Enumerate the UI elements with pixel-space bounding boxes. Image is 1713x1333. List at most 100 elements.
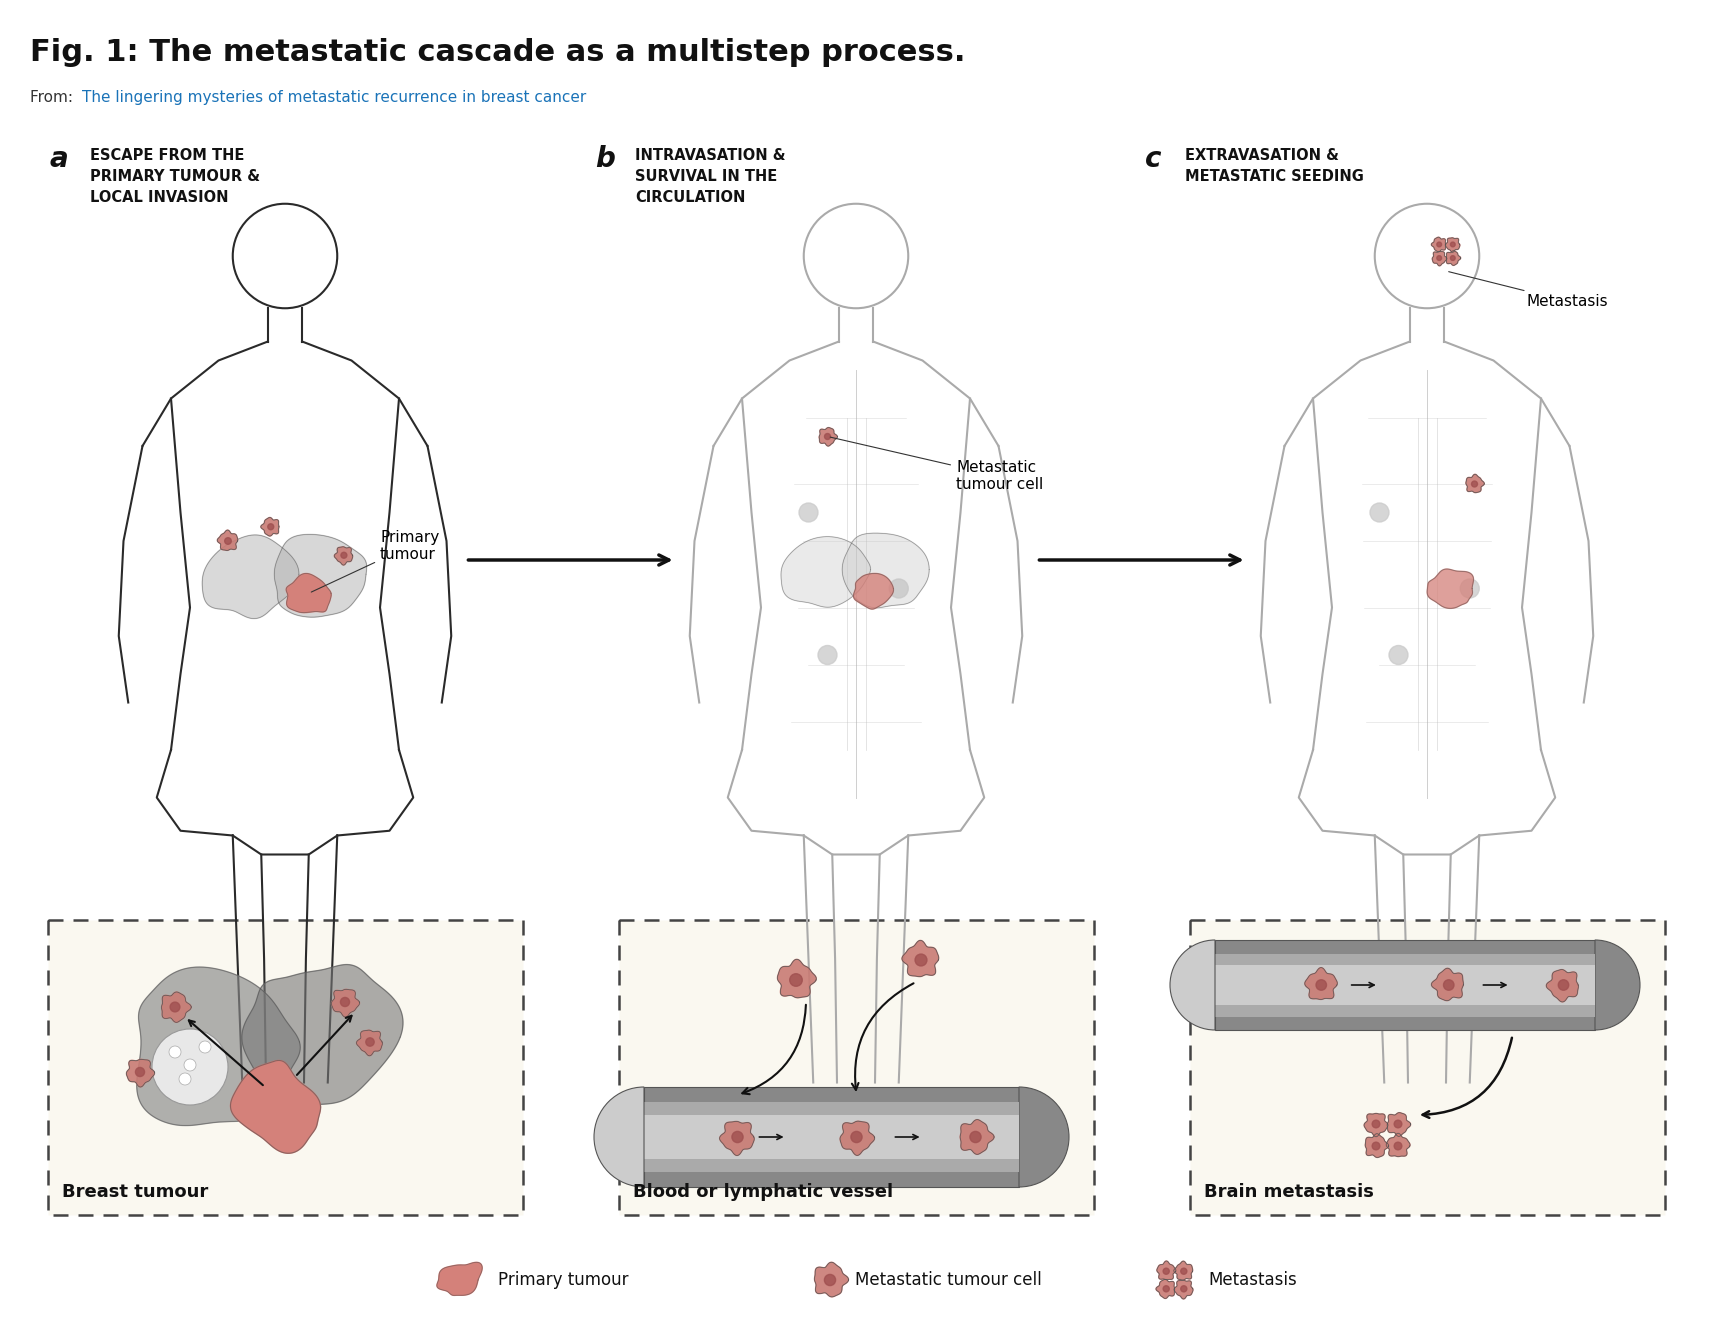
Circle shape (1459, 579, 1480, 599)
Polygon shape (331, 989, 360, 1017)
Polygon shape (1432, 968, 1463, 1001)
Polygon shape (286, 573, 331, 613)
Circle shape (790, 973, 802, 986)
Polygon shape (781, 537, 870, 608)
Polygon shape (1386, 1133, 1410, 1157)
Circle shape (341, 997, 349, 1006)
Bar (48, 920, 522, 1214)
Polygon shape (274, 535, 367, 617)
Text: c: c (1144, 145, 1161, 173)
Polygon shape (202, 535, 300, 619)
Polygon shape (814, 1262, 848, 1297)
Circle shape (889, 579, 908, 599)
Polygon shape (778, 960, 817, 998)
Circle shape (152, 1029, 228, 1105)
Bar (1191, 920, 1665, 1214)
Polygon shape (1173, 1261, 1192, 1280)
Wedge shape (594, 1086, 644, 1186)
Polygon shape (1156, 1261, 1175, 1280)
Text: Blood or lymphatic vessel: Blood or lymphatic vessel (634, 1182, 892, 1201)
Polygon shape (719, 1121, 754, 1156)
Circle shape (731, 1132, 743, 1142)
Polygon shape (839, 1121, 875, 1156)
Polygon shape (1173, 1280, 1192, 1298)
Bar (618, 920, 1095, 1214)
Circle shape (1451, 256, 1454, 260)
Polygon shape (1388, 1113, 1410, 1136)
Circle shape (1180, 1268, 1187, 1274)
Polygon shape (161, 992, 192, 1022)
Circle shape (798, 503, 819, 523)
Polygon shape (819, 428, 838, 447)
Circle shape (1389, 645, 1408, 664)
Circle shape (1394, 1142, 1401, 1150)
Text: Brain metastasis: Brain metastasis (1204, 1182, 1374, 1201)
Polygon shape (260, 517, 279, 536)
Circle shape (970, 1132, 982, 1142)
Circle shape (851, 1132, 862, 1142)
Bar (644, 1086, 1019, 1186)
Wedge shape (1019, 1086, 1069, 1186)
Text: The lingering mysteries of metastatic recurrence in breast cancer: The lingering mysteries of metastatic re… (82, 91, 586, 105)
Bar (1215, 965, 1595, 1005)
Polygon shape (961, 1120, 994, 1154)
Text: b: b (594, 145, 615, 173)
Circle shape (1372, 1142, 1381, 1150)
Circle shape (1316, 980, 1326, 990)
Text: Primary
tumour: Primary tumour (312, 531, 439, 592)
Circle shape (178, 1073, 192, 1085)
Circle shape (1471, 481, 1478, 487)
Polygon shape (1365, 1133, 1389, 1157)
Polygon shape (437, 1262, 481, 1296)
Circle shape (1444, 980, 1454, 990)
Circle shape (135, 1068, 144, 1077)
Text: INTRAVASATION &
SURVIVAL IN THE
CIRCULATION: INTRAVASATION & SURVIVAL IN THE CIRCULAT… (636, 148, 786, 205)
Circle shape (1437, 256, 1442, 260)
Polygon shape (1156, 1280, 1175, 1298)
Polygon shape (1427, 569, 1473, 608)
Polygon shape (1305, 968, 1338, 1000)
Polygon shape (356, 1030, 382, 1056)
Text: Metastatic
tumour cell: Metastatic tumour cell (831, 437, 1043, 492)
Polygon shape (1547, 969, 1578, 1002)
Polygon shape (1432, 237, 1446, 252)
Text: ESCAPE FROM THE
PRIMARY TUMOUR &
LOCAL INVASION: ESCAPE FROM THE PRIMARY TUMOUR & LOCAL I… (91, 148, 260, 205)
Text: Metastatic tumour cell: Metastatic tumour cell (855, 1270, 1042, 1289)
Text: EXTRAVASATION &
METASTATIC SEEDING: EXTRAVASATION & METASTATIC SEEDING (1185, 148, 1364, 184)
Polygon shape (137, 966, 300, 1125)
Text: Breast tumour: Breast tumour (62, 1182, 209, 1201)
Wedge shape (1595, 940, 1639, 1030)
Polygon shape (1466, 475, 1483, 493)
Polygon shape (1446, 251, 1461, 265)
Circle shape (1180, 1286, 1187, 1292)
Polygon shape (231, 1061, 320, 1153)
Circle shape (170, 1046, 182, 1058)
Bar (1215, 953, 1595, 1017)
Polygon shape (853, 573, 894, 609)
Circle shape (1372, 1120, 1381, 1128)
Text: Primary tumour: Primary tumour (498, 1270, 629, 1289)
Polygon shape (218, 531, 238, 551)
Circle shape (824, 433, 831, 440)
Polygon shape (1364, 1113, 1388, 1137)
Circle shape (1394, 1120, 1401, 1128)
Bar (644, 1102, 1019, 1172)
Circle shape (824, 1274, 836, 1285)
Circle shape (170, 1002, 180, 1012)
Bar (1215, 940, 1595, 1030)
Circle shape (267, 524, 274, 529)
Text: a: a (50, 145, 69, 173)
Circle shape (1437, 243, 1442, 247)
Circle shape (367, 1038, 373, 1046)
Bar (644, 1114, 1019, 1158)
Polygon shape (127, 1060, 154, 1086)
Polygon shape (843, 533, 928, 608)
Polygon shape (903, 940, 939, 977)
Wedge shape (1170, 940, 1215, 1030)
Polygon shape (1446, 237, 1459, 252)
Circle shape (915, 954, 927, 966)
Circle shape (1163, 1268, 1170, 1274)
Text: Fig. 1: The metastatic cascade as a multistep process.: Fig. 1: The metastatic cascade as a mult… (31, 39, 966, 67)
Circle shape (224, 537, 231, 544)
Text: From:: From: (31, 91, 77, 105)
